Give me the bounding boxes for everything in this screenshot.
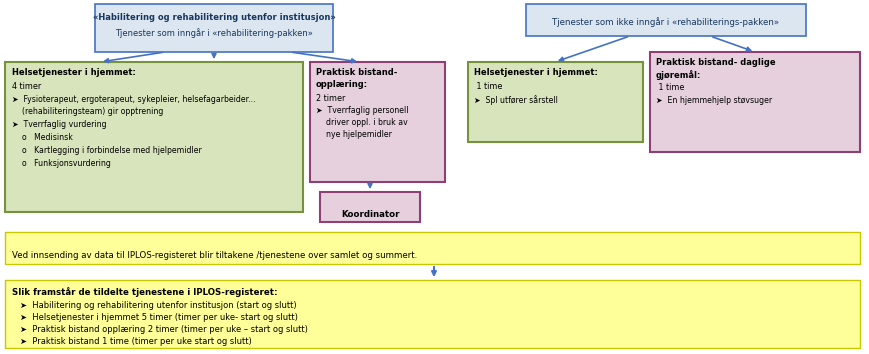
Bar bbox=[5, 232, 860, 264]
Bar bbox=[526, 4, 806, 36]
Bar bbox=[310, 62, 445, 182]
Bar bbox=[650, 52, 860, 152]
Text: (rehabiliteringsteam) gir opptrening: (rehabiliteringsteam) gir opptrening bbox=[12, 107, 163, 116]
Text: o   Funksjonsvurdering: o Funksjonsvurdering bbox=[22, 159, 111, 168]
Text: ➤  Praktisk bistand 1 time (timer per uke start og slutt): ➤ Praktisk bistand 1 time (timer per uke… bbox=[20, 337, 252, 346]
Text: ➤  Praktisk bistand opplæring 2 timer (timer per uke – start og slutt): ➤ Praktisk bistand opplæring 2 timer (ti… bbox=[20, 325, 308, 334]
Text: o   Medisinsk: o Medisinsk bbox=[22, 133, 73, 142]
Bar bbox=[5, 62, 303, 212]
Text: ➤  Helsetjenester i hjemmet 5 timer (timer per uke- start og slutt): ➤ Helsetjenester i hjemmet 5 timer (time… bbox=[20, 313, 298, 322]
Text: Helsetjenester i hjemmet:: Helsetjenester i hjemmet: bbox=[474, 68, 598, 77]
Text: ➤  Spl utfører sårstell: ➤ Spl utfører sårstell bbox=[474, 95, 558, 105]
Bar bbox=[468, 62, 643, 142]
Text: Praktisk bistand-: Praktisk bistand- bbox=[316, 68, 397, 77]
Bar bbox=[320, 192, 420, 222]
Text: 2 timer: 2 timer bbox=[316, 94, 345, 103]
Text: ➤  Tverrfaglig personell: ➤ Tverrfaglig personell bbox=[316, 106, 408, 115]
Text: Tjenester som ikke inngår i «rehabiliterings-pakken»: Tjenester som ikke inngår i «rehabiliter… bbox=[553, 17, 779, 27]
Text: Ved innsending av data til IPLOS-registeret blir tiltakene /tjenestene over saml: Ved innsending av data til IPLOS-registe… bbox=[12, 251, 417, 260]
Text: ➤  Tverrfaglig vurdering: ➤ Tverrfaglig vurdering bbox=[12, 120, 107, 129]
Text: Slik framstår de tildelte tjenestene i IPLOS-registeret:: Slik framstår de tildelte tjenestene i I… bbox=[12, 287, 277, 297]
Text: ➤  Fysioterapeut, ergoterapeut, sykepleier, helsefagarbeider...: ➤ Fysioterapeut, ergoterapeut, sykepleie… bbox=[12, 95, 255, 104]
Text: ➤  Habilitering og rehabilitering utenfor institusjon (start og slutt): ➤ Habilitering og rehabilitering utenfor… bbox=[20, 301, 296, 310]
Bar bbox=[5, 280, 860, 348]
Text: Praktisk bistand- daglige: Praktisk bistand- daglige bbox=[656, 58, 776, 67]
Text: 4 timer: 4 timer bbox=[12, 82, 41, 91]
Text: Helsetjenester i hjemmet:: Helsetjenester i hjemmet: bbox=[12, 68, 136, 77]
Text: 1 time: 1 time bbox=[656, 83, 685, 92]
Text: 1 time: 1 time bbox=[474, 82, 502, 91]
Text: Koordinator: Koordinator bbox=[341, 210, 399, 219]
Text: gjøremål:: gjøremål: bbox=[656, 70, 701, 80]
Text: opplæring:: opplæring: bbox=[316, 80, 368, 89]
Text: Tjenester som inngår i «rehabilitering­pakken»: Tjenester som inngår i «rehabilitering­p… bbox=[115, 28, 313, 38]
Text: «Habilitering og rehabilitering utenfor institusjon»: «Habilitering og rehabilitering utenfor … bbox=[93, 13, 335, 22]
Text: driver oppl. i bruk av: driver oppl. i bruk av bbox=[316, 118, 408, 127]
Text: o   Kartlegging i forbindelse med hjelpemidler: o Kartlegging i forbindelse med hjelpemi… bbox=[22, 146, 202, 155]
Text: ➤  En hjemmehjelp støvsuger: ➤ En hjemmehjelp støvsuger bbox=[656, 96, 773, 105]
Text: nye hjelpemidler: nye hjelpemidler bbox=[316, 130, 392, 139]
Bar bbox=[95, 4, 333, 52]
